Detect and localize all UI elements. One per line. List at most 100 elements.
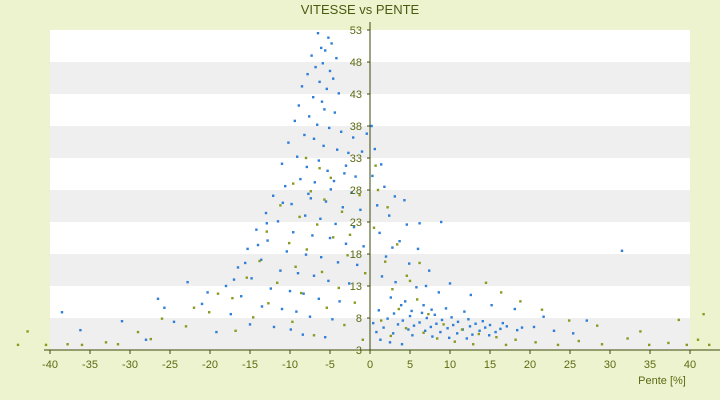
data-point bbox=[324, 49, 327, 52]
x-tick-label: -30 bbox=[122, 359, 138, 371]
data-point bbox=[325, 306, 328, 309]
data-point bbox=[353, 301, 356, 304]
data-point bbox=[260, 258, 263, 261]
data-point bbox=[444, 307, 448, 310]
data-point bbox=[422, 304, 425, 307]
data-point bbox=[352, 136, 355, 139]
data-point bbox=[332, 77, 335, 80]
data-point bbox=[410, 309, 413, 313]
data-point bbox=[216, 292, 220, 295]
data-point bbox=[280, 307, 284, 311]
data-point bbox=[344, 242, 348, 245]
data-point bbox=[429, 325, 432, 329]
data-point bbox=[346, 254, 349, 257]
data-point bbox=[301, 333, 304, 336]
data-point bbox=[306, 72, 309, 76]
x-tick-label: 0 bbox=[367, 359, 373, 371]
data-point bbox=[372, 321, 375, 325]
data-point bbox=[324, 336, 327, 339]
data-point bbox=[80, 343, 84, 347]
data-point bbox=[323, 108, 326, 111]
data-point bbox=[488, 323, 492, 327]
data-point bbox=[312, 274, 316, 277]
data-point bbox=[120, 320, 124, 323]
data-point bbox=[437, 291, 440, 294]
data-point bbox=[326, 169, 329, 172]
data-point bbox=[373, 147, 376, 151]
data-point bbox=[450, 316, 453, 319]
data-point bbox=[332, 179, 336, 183]
data-point bbox=[468, 325, 472, 328]
data-point bbox=[404, 327, 408, 330]
data-point bbox=[639, 330, 642, 333]
y-tick-label: 48 bbox=[350, 57, 362, 69]
chart-title: VITESSE vs PENTE bbox=[301, 2, 420, 17]
data-point bbox=[358, 193, 361, 197]
data-point bbox=[337, 92, 340, 95]
data-point bbox=[376, 204, 379, 207]
data-point bbox=[452, 323, 455, 327]
data-point bbox=[16, 343, 20, 347]
data-point bbox=[246, 247, 249, 251]
data-point bbox=[258, 259, 261, 263]
data-point bbox=[393, 195, 396, 198]
data-point bbox=[292, 182, 295, 185]
data-point bbox=[424, 284, 428, 288]
data-point bbox=[500, 291, 503, 294]
data-point bbox=[299, 177, 302, 181]
data-point bbox=[435, 322, 438, 325]
data-point bbox=[376, 188, 380, 192]
data-points bbox=[16, 32, 711, 347]
data-point bbox=[272, 325, 276, 329]
data-point bbox=[265, 230, 268, 233]
data-point bbox=[327, 36, 330, 39]
data-point bbox=[343, 172, 346, 175]
data-point bbox=[404, 300, 407, 303]
data-point bbox=[456, 332, 459, 335]
data-point bbox=[391, 246, 394, 249]
data-point bbox=[519, 300, 522, 303]
data-point bbox=[289, 328, 292, 331]
data-point bbox=[412, 324, 416, 327]
data-point bbox=[361, 338, 364, 341]
x-tick-label: -5 bbox=[325, 359, 335, 371]
data-point bbox=[104, 341, 108, 344]
data-point bbox=[281, 201, 284, 204]
data-point bbox=[341, 206, 344, 209]
data-point bbox=[335, 56, 338, 60]
data-point bbox=[287, 141, 290, 144]
data-point bbox=[380, 275, 384, 278]
x-tick-label: 40 bbox=[684, 359, 696, 371]
data-point bbox=[320, 256, 323, 259]
data-point bbox=[456, 320, 460, 324]
data-point bbox=[418, 261, 421, 265]
data-point bbox=[300, 291, 303, 295]
data-point bbox=[329, 188, 332, 191]
data-point bbox=[323, 198, 326, 201]
data-point bbox=[245, 276, 248, 279]
data-point bbox=[474, 322, 477, 325]
data-point bbox=[534, 341, 537, 344]
data-point bbox=[600, 343, 604, 346]
data-point bbox=[318, 167, 321, 170]
data-point bbox=[149, 337, 152, 341]
data-point bbox=[422, 331, 425, 334]
data-point bbox=[344, 164, 348, 167]
y-axis bbox=[367, 22, 371, 351]
data-point bbox=[340, 210, 344, 213]
data-point bbox=[384, 255, 388, 258]
data-point bbox=[279, 204, 282, 207]
data-point bbox=[448, 336, 451, 340]
data-point bbox=[292, 231, 295, 234]
data-point bbox=[372, 226, 376, 229]
data-point bbox=[490, 304, 493, 307]
data-point bbox=[585, 319, 588, 322]
data-point bbox=[66, 343, 69, 346]
data-point bbox=[240, 295, 243, 298]
data-point bbox=[224, 284, 228, 288]
data-point bbox=[374, 164, 377, 167]
data-point bbox=[276, 220, 280, 223]
data-point bbox=[279, 269, 282, 272]
data-point bbox=[304, 156, 308, 160]
